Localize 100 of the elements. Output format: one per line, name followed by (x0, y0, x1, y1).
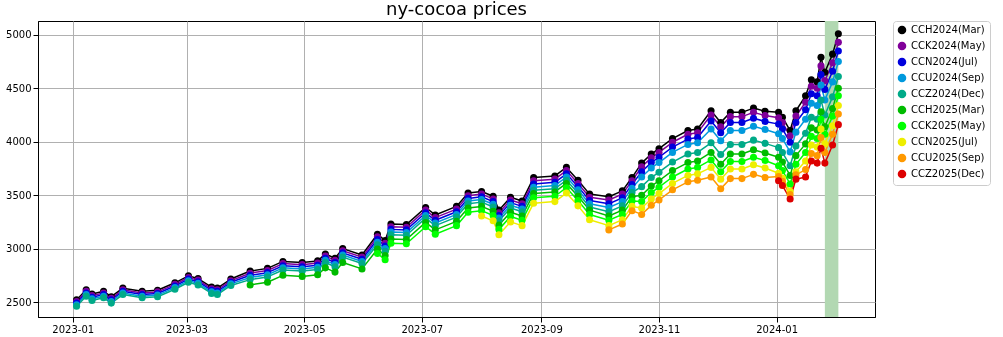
point (321, 264, 329, 272)
point (562, 184, 570, 192)
point (778, 182, 786, 190)
point (717, 168, 725, 176)
point (821, 159, 829, 167)
legend-label: CCZ2025(Dec) (911, 168, 985, 179)
point (478, 212, 486, 220)
point (807, 157, 815, 165)
point (638, 191, 646, 199)
point (298, 272, 306, 280)
legend-label: CCU2025(Sep) (911, 152, 985, 163)
x-tick-label: 2023-01 (52, 323, 95, 335)
point (749, 170, 758, 178)
point (761, 156, 769, 164)
point (707, 163, 715, 171)
x-tick-label: 2023-09 (520, 323, 563, 335)
point (821, 148, 829, 156)
point (694, 170, 702, 178)
point (647, 201, 655, 209)
x-tick-label: 2023-03 (166, 323, 208, 335)
point (562, 189, 570, 197)
point (802, 157, 810, 165)
point (707, 173, 715, 181)
x-tick-label: 2023-11 (638, 323, 681, 335)
point (668, 179, 677, 187)
point (738, 175, 746, 183)
point (726, 165, 734, 173)
point (738, 165, 746, 173)
point (694, 163, 702, 171)
y-tick-label: 4000 (6, 136, 32, 148)
point (358, 265, 366, 273)
point (761, 149, 769, 157)
point (530, 199, 538, 207)
point (647, 195, 655, 203)
point (628, 207, 636, 215)
point (605, 226, 613, 234)
legend-label: CCN2025(Jul) (911, 136, 978, 147)
point (707, 148, 715, 156)
point (518, 222, 526, 230)
y-tick-label: 3500 (6, 189, 32, 201)
y-tick-label: 3000 (6, 243, 32, 255)
point (761, 174, 769, 182)
point (381, 256, 389, 264)
point (506, 218, 515, 226)
point (655, 196, 663, 204)
point (668, 173, 677, 181)
point (489, 217, 497, 225)
point (738, 150, 746, 158)
point (761, 164, 769, 172)
point (717, 175, 725, 183)
point (813, 159, 821, 167)
point (807, 141, 815, 149)
point (339, 258, 347, 267)
point (464, 208, 472, 216)
point (834, 92, 842, 100)
legend-label: CCH2024(Mar) (911, 24, 985, 35)
point (263, 278, 272, 286)
point (647, 188, 655, 197)
legend-label: CCZ2024(Dec) (911, 88, 985, 99)
point (431, 230, 439, 238)
point (402, 240, 410, 248)
y-tick-label: 5000 (6, 29, 32, 41)
point (668, 167, 677, 175)
point (802, 173, 810, 181)
point (792, 175, 800, 183)
point (834, 121, 842, 129)
point (786, 180, 794, 188)
point (817, 125, 825, 133)
point (551, 198, 559, 206)
point (668, 186, 677, 194)
point (807, 124, 815, 132)
point (373, 249, 381, 257)
point (834, 84, 842, 92)
point (829, 130, 837, 138)
point (817, 108, 825, 116)
point (452, 222, 461, 230)
point (638, 210, 646, 218)
legend-label: CCK2025(May) (911, 120, 986, 131)
point (738, 157, 746, 166)
point (478, 207, 486, 215)
point (647, 182, 655, 190)
x-tick-label: 2024-01 (756, 323, 799, 335)
x-tick-label: 2023-07 (401, 323, 444, 335)
point (279, 271, 287, 279)
point (246, 281, 254, 289)
point (829, 112, 837, 120)
point (694, 176, 702, 184)
point (726, 150, 734, 158)
point (638, 198, 646, 206)
point (807, 149, 815, 158)
point (775, 153, 783, 161)
point (834, 101, 842, 109)
point (331, 268, 339, 276)
point (817, 144, 825, 152)
point (684, 159, 692, 167)
point (422, 223, 430, 231)
point (786, 195, 794, 203)
point (749, 161, 758, 169)
point (655, 190, 663, 198)
point (802, 166, 810, 174)
